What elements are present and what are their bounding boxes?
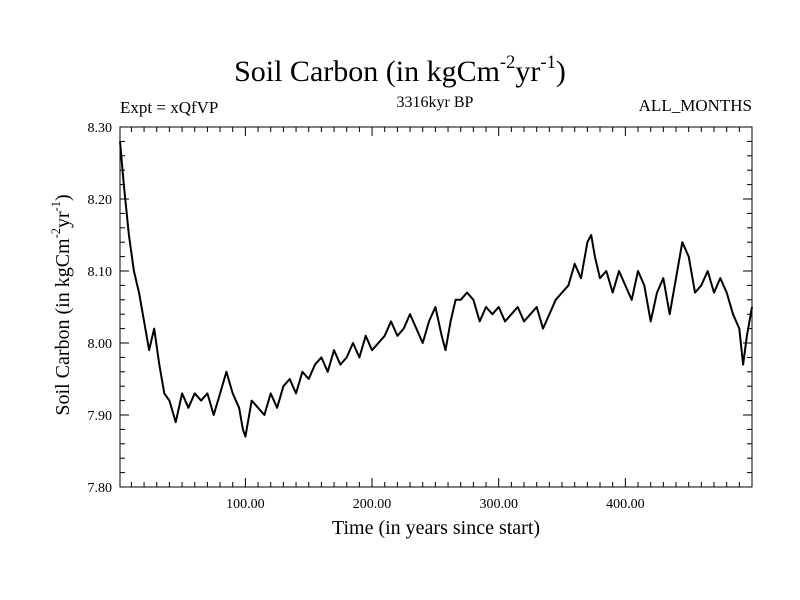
x-tick-label: 400.00 — [606, 497, 645, 512]
months-label: ALL_MONTHS — [638, 96, 752, 115]
y-tick-label: 8.20 — [88, 193, 113, 208]
y-tick-label: 8.00 — [88, 337, 113, 352]
series-group — [119, 141, 753, 438]
x-tick-label: 200.00 — [353, 497, 392, 512]
x-tick-label: 300.00 — [479, 497, 518, 512]
experiment-label: Expt = xQfVP — [120, 98, 219, 117]
x-axis-label: Time (in years since start) — [331, 517, 541, 539]
y-tick-label: 8.10 — [88, 265, 113, 280]
x-tick-label: 100.00 — [226, 497, 265, 512]
y-axis-label: Soil Carbon (in kgCm-2yr-1) — [49, 194, 74, 416]
period-label: 3316kyr BP — [396, 94, 474, 111]
series-line — [119, 141, 753, 438]
y-tick-label: 7.80 — [88, 481, 113, 496]
tick-labels: 100.00 200.00 300.00 400.00 7.80 7.90 8.00 8.10… — [88, 121, 645, 512]
y-tick-label: 7.90 — [88, 409, 113, 424]
chart-title: Soil Carbon (in kgCm-2yr-1) — [234, 52, 566, 89]
y-tick-label: 8.30 — [88, 121, 113, 136]
